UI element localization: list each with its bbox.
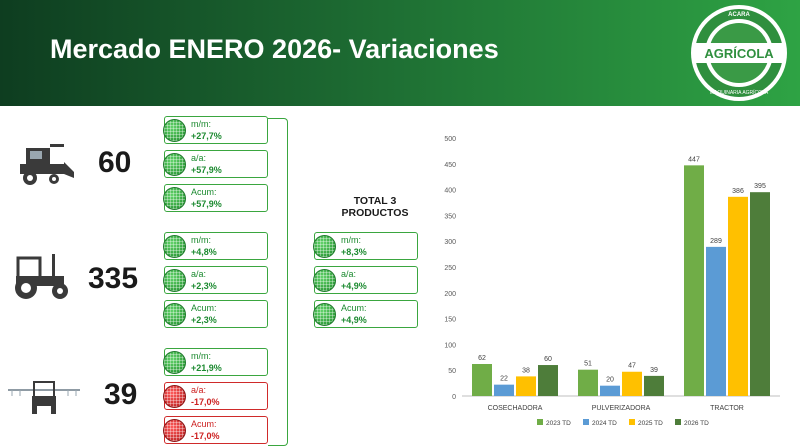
svg-text:MAQUINARIA AGRÍCOLA: MAQUINARIA AGRÍCOLA <box>710 89 769 96</box>
tractor-aa-variation: a/a: +2,3% <box>163 266 268 294</box>
x-tick-label: COSECHADORA <box>488 405 543 412</box>
harvester-aa-variation: a/a: +57,9% <box>163 150 268 178</box>
bar <box>750 192 770 396</box>
data-label: 447 <box>688 156 700 163</box>
harvester-count: 60 <box>98 146 132 179</box>
harvester-mm-variation: m/m: +27,7% <box>163 116 268 144</box>
y-tick-label: 400 <box>444 188 456 195</box>
y-tick-label: 350 <box>444 213 456 220</box>
data-label: 60 <box>544 356 552 363</box>
bar <box>622 371 642 396</box>
sprayer-count: 39 <box>104 378 138 411</box>
positive-indicator-icon <box>313 235 336 258</box>
data-label: 62 <box>478 355 486 362</box>
positive-indicator-icon <box>163 119 186 142</box>
negative-indicator-icon <box>163 385 186 408</box>
tractor-count: 335 <box>88 262 139 295</box>
negative-indicator-icon <box>163 419 186 442</box>
bar <box>516 376 536 396</box>
positive-indicator-icon <box>163 153 186 176</box>
positive-indicator-icon <box>313 269 336 292</box>
legend-entry: 2023 TD <box>546 420 571 427</box>
data-label: 20 <box>606 377 614 384</box>
header-banner: Mercado ENERO 2026- Variaciones ACARA AG… <box>0 0 800 106</box>
total-title: TOTAL 3 PRODUCTOS <box>341 195 409 219</box>
bar <box>538 365 558 396</box>
y-tick-label: 0 <box>452 394 456 401</box>
data-label: 51 <box>584 361 592 368</box>
y-tick-label: 300 <box>444 239 456 246</box>
bar <box>600 385 620 396</box>
positive-indicator-icon <box>313 303 336 326</box>
positive-indicator-icon <box>163 187 186 210</box>
tractor-acum-variation: Acum: +2,3% <box>163 300 268 328</box>
page-title: Mercado ENERO 2026- Variaciones <box>50 34 499 64</box>
legend-swatch <box>583 419 589 425</box>
svg-text:ACARA: ACARA <box>728 12 750 18</box>
legend-swatch <box>537 419 543 425</box>
legend-entry: 2024 TD <box>592 420 617 427</box>
tractor-icon <box>15 254 68 299</box>
data-label: 289 <box>710 238 722 245</box>
bar <box>472 364 492 396</box>
positive-indicator-icon <box>163 269 186 292</box>
data-label: 22 <box>500 376 508 383</box>
total-acum-variation: Acum: +4,9% <box>313 300 418 328</box>
sprayer-acum-variation: Acum: -17,0% <box>163 416 268 444</box>
bar <box>684 165 704 396</box>
y-tick-label: 250 <box>444 265 456 272</box>
total-mm-variation: m/m: +8,3% <box>313 232 418 260</box>
legend-swatch <box>675 419 681 425</box>
sprayer-icon <box>8 381 80 414</box>
svg-text:AGRÍCOLA: AGRÍCOLA <box>704 46 774 61</box>
legend-entry: 2025 TD <box>638 420 663 427</box>
bar <box>706 246 726 396</box>
x-tick-label: TRACTOR <box>710 405 744 412</box>
y-tick-label: 450 <box>444 162 456 169</box>
combine-harvester-icon <box>20 144 74 185</box>
bar <box>578 369 598 396</box>
legend-swatch <box>629 419 635 425</box>
data-label: 386 <box>732 188 744 195</box>
sprayer-aa-variation: a/a: -17,0% <box>163 382 268 410</box>
legend-entry: 2026 TD <box>684 420 709 427</box>
positive-indicator-icon <box>163 351 186 374</box>
data-label: 38 <box>522 367 530 374</box>
x-tick-label: PULVERIZADORA <box>592 405 651 412</box>
tractor-mm-variation: m/m: +4,8% <box>163 232 268 260</box>
positive-indicator-icon <box>163 303 186 326</box>
y-tick-label: 150 <box>444 317 456 324</box>
y-tick-label: 500 <box>444 136 456 143</box>
bar <box>644 375 664 396</box>
y-tick-label: 50 <box>448 368 456 375</box>
sprayer-mm-variation: m/m: +21,9% <box>163 348 268 376</box>
y-tick-label: 200 <box>444 291 456 298</box>
data-label: 395 <box>754 183 766 190</box>
y-tick-label: 100 <box>444 342 456 349</box>
acara-agricola-logo: ACARA AGRÍCOLA MAQUINARIA AGRÍCOLA <box>691 5 787 101</box>
data-label: 47 <box>628 363 636 370</box>
total-aa-variation: a/a: +4,9% <box>313 266 418 294</box>
data-label: 39 <box>650 367 658 374</box>
bar <box>494 384 514 396</box>
positive-indicator-icon <box>163 235 186 258</box>
harvester-acum-variation: Acum: +57,9% <box>163 184 268 212</box>
bar <box>728 196 748 396</box>
